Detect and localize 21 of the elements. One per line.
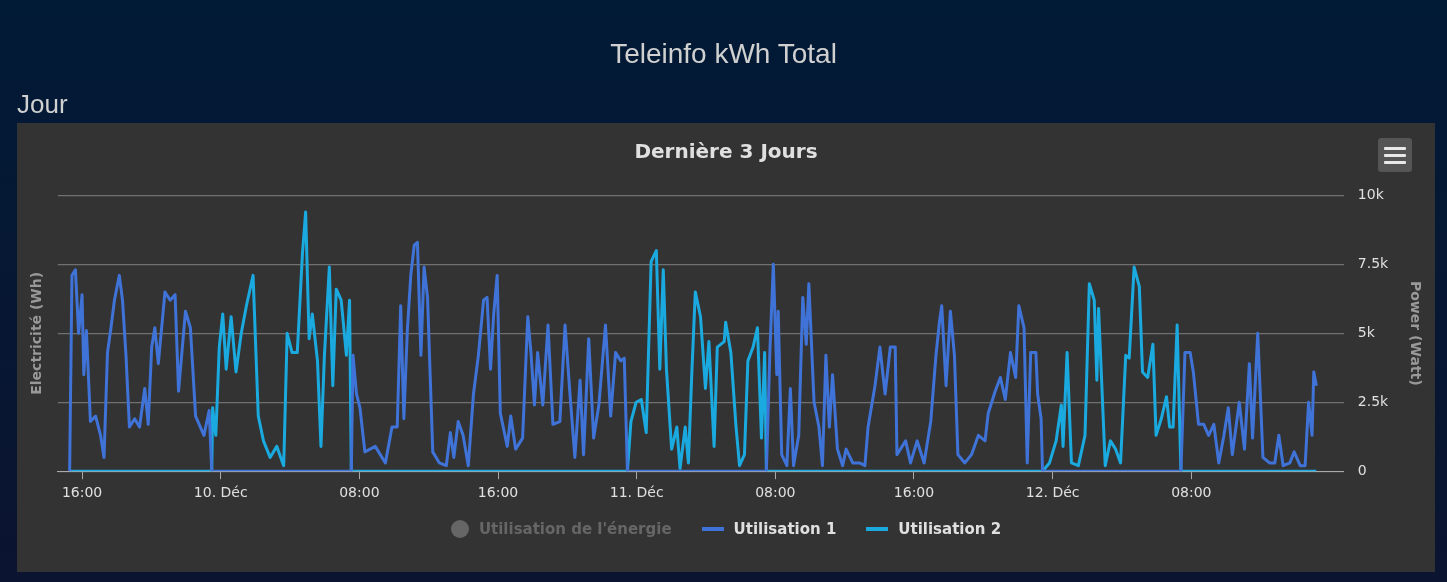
- x-tick-label: 10. Déc: [193, 484, 248, 501]
- y2-tick-label: 2.5k: [1357, 392, 1390, 409]
- y-axis-title: Electricité (Wh): [28, 271, 45, 395]
- chart-subtitle: Jour: [17, 89, 68, 120]
- x-tick-label: 08:00: [755, 484, 796, 501]
- y2-axis-title: Power (Watt): [1407, 280, 1424, 386]
- x-tick-label: 12. Déc: [1025, 484, 1080, 501]
- x-tick-label: 08:00: [339, 484, 380, 501]
- x-tick-label: 16:00: [477, 484, 519, 501]
- y2-tick-label: 5k: [1357, 323, 1376, 340]
- x-tick-label: 16:00: [61, 484, 103, 501]
- chart-title: Teleinfo kWh Total: [609, 38, 838, 70]
- y2-tick-label: 0: [1357, 461, 1367, 478]
- x-tick-label: 11. Déc: [609, 484, 664, 501]
- x-tick-label: 08:00: [1171, 484, 1212, 501]
- legend-label: Utilisation 2: [898, 520, 1002, 538]
- y2-tick-label: 7.5k: [1357, 254, 1390, 271]
- y2-tick-label: 10k: [1357, 186, 1385, 203]
- text: Dernière 3 Jours: [633, 139, 819, 163]
- x-tick-label: 16:00: [893, 484, 935, 501]
- legend-label: Utilisation 1: [733, 520, 837, 538]
